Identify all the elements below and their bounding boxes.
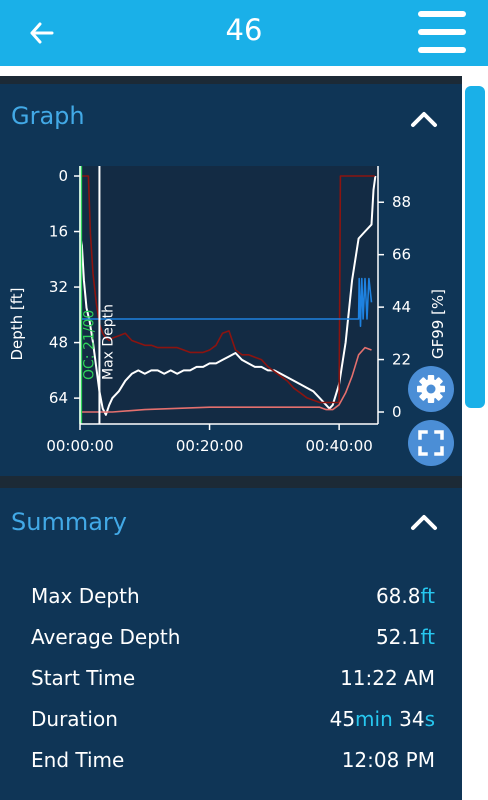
x-tick-label: 00:00:00	[46, 437, 113, 455]
y2-tick-label: 0	[392, 403, 402, 421]
y-tick-label: 32	[49, 278, 68, 296]
header-divider	[0, 66, 488, 76]
summary-row-label: Duration	[31, 707, 118, 731]
summary-row-label: Average Depth	[31, 625, 181, 649]
back-arrow-icon[interactable]	[26, 17, 58, 49]
duration-minutes: 45	[329, 707, 356, 731]
max-depth-unit: ft	[420, 584, 435, 608]
start-time-value: 11:22 AM	[340, 666, 435, 690]
chevron-up-icon[interactable]	[409, 109, 439, 129]
y2-tick-label: 88	[392, 193, 411, 211]
end-time-value: 12:08 PM	[341, 748, 435, 772]
section-gap	[0, 476, 462, 488]
series-line-1	[80, 175, 375, 404]
average-depth-number: 52.1	[375, 625, 421, 649]
app-header: 46	[0, 0, 488, 66]
x-tick-label: 00:40:00	[305, 437, 372, 455]
chevron-up-icon[interactable]	[409, 512, 439, 532]
summary-panel: Summary Max Depth 68.8ft Average Depth 5…	[0, 488, 462, 800]
summary-section-title: Summary	[11, 508, 127, 536]
y2-tick-label: 44	[392, 298, 411, 316]
series-line-0	[79, 175, 377, 416]
duration-min-unit: min	[355, 707, 393, 731]
y-tick-label: 16	[49, 223, 68, 241]
series-line-2	[80, 346, 372, 413]
y-tick-label: 64	[49, 389, 68, 407]
duration-seconds: 34	[399, 707, 425, 731]
average-depth-value: 52.1ft	[376, 625, 435, 649]
fullscreen-icon	[418, 430, 444, 456]
max-depth-value: 68.8ft	[376, 584, 435, 608]
summary-row-label: Max Depth	[31, 584, 140, 608]
y2-tick-label: 22	[392, 351, 411, 369]
annotation-max-depth-label: Max Depth	[100, 304, 116, 380]
y-tick-label: 0	[58, 167, 68, 185]
scrollbar-thumb[interactable]	[465, 86, 485, 408]
summary-row-label: Start Time	[31, 666, 136, 690]
graph-section-title: Graph	[11, 102, 85, 130]
page-title: 46	[225, 13, 263, 47]
chart-settings-button[interactable]	[408, 366, 454, 412]
hamburger-menu-icon[interactable]	[418, 11, 466, 53]
average-depth-unit: ft	[420, 625, 435, 649]
section-gap	[0, 76, 462, 84]
gear-icon	[417, 375, 445, 403]
duration-sec-unit: s	[424, 707, 435, 731]
y-axis-label: Depth [ft]	[8, 287, 26, 360]
y-tick-label: 48	[49, 334, 68, 352]
series-line-3	[80, 277, 373, 327]
x-tick-label: 00:20:00	[176, 437, 243, 455]
annotation-oc-label: OC: 21/00	[82, 310, 98, 380]
max-depth-number: 68.8	[375, 584, 421, 608]
duration-value: 45min 34s	[330, 707, 435, 731]
graph-panel: Graph OC: 21/00 Max Depth 0 16 32 48 64 88 66 4…	[0, 84, 462, 476]
chart-fullscreen-button[interactable]	[408, 420, 454, 466]
plot-area	[80, 166, 378, 424]
dive-profile-chart[interactable]: OC: 21/00 Max Depth 0 16 32 48 64 88 66 44 22 0 00…	[0, 84, 462, 476]
y2-tick-label: 66	[392, 246, 411, 264]
y2-axis-label: GF99 [%]	[429, 289, 447, 359]
summary-row-label: End Time	[31, 748, 125, 772]
